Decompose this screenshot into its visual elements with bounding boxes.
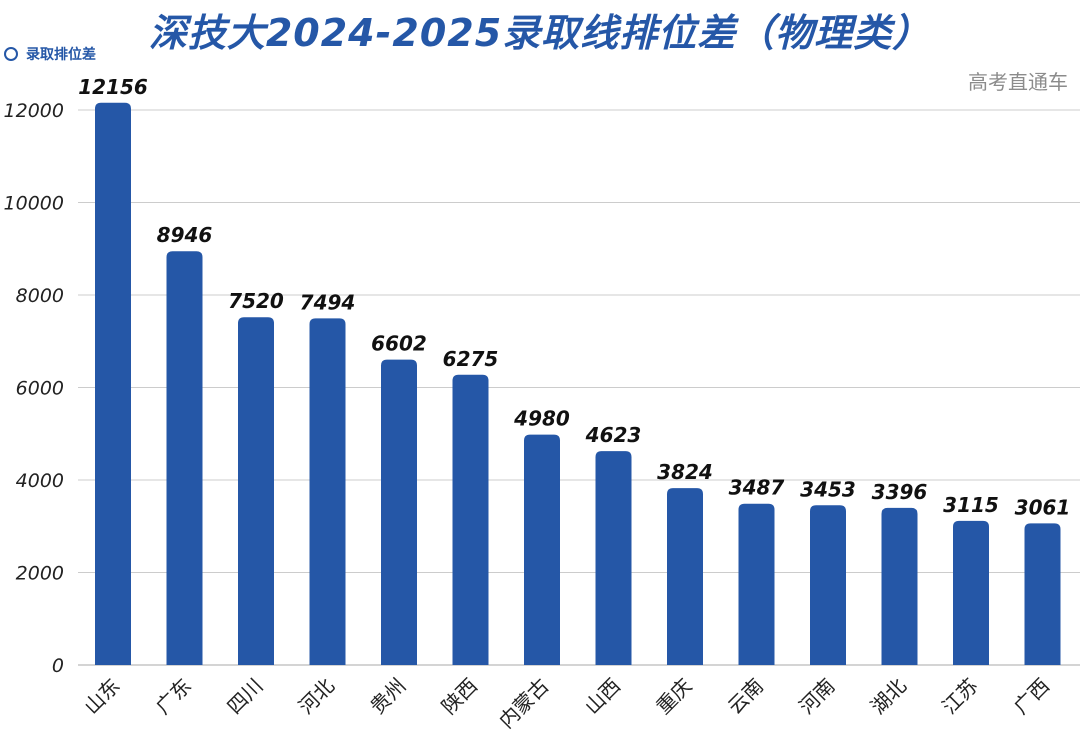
data-label: 3487 — [729, 476, 785, 500]
legend-marker-icon — [4, 47, 18, 61]
x-tick-label: 内蒙古 — [494, 674, 553, 732]
bar — [381, 359, 417, 665]
y-tick-label: 0 — [52, 655, 64, 677]
x-tick-label: 河北 — [294, 674, 339, 719]
bar — [667, 488, 703, 665]
data-label: 3824 — [657, 460, 713, 484]
data-label: 3396 — [872, 480, 928, 504]
legend: 录取排位差 — [4, 44, 96, 64]
y-tick-label: 6000 — [16, 378, 64, 400]
y-tick-label: 12000 — [4, 100, 64, 122]
x-tick-label: 山东 — [79, 674, 124, 719]
data-label: 3115 — [943, 493, 999, 517]
x-tick-label: 重庆 — [651, 674, 696, 719]
watermark: 高考直通车 — [968, 70, 1068, 94]
bar — [452, 374, 489, 665]
y-tick-label: 4000 — [16, 470, 64, 492]
bar — [238, 317, 274, 665]
data-label: 4623 — [585, 423, 642, 447]
y-tick-label: 8000 — [16, 285, 64, 307]
chart-title: 深技大2024-2025录取线排位差（物理类） — [148, 11, 932, 55]
x-tick-label: 云南 — [723, 674, 768, 719]
data-label: 6275 — [443, 347, 499, 371]
data-label: 12156 — [78, 75, 148, 99]
data-label: 8946 — [157, 223, 213, 247]
data-label: 3453 — [800, 477, 856, 501]
y-tick-label: 10000 — [4, 193, 64, 215]
bar — [309, 318, 346, 665]
bar — [1024, 523, 1061, 665]
x-tick-label: 四川 — [222, 674, 267, 719]
y-tick-label: 2000 — [16, 563, 64, 585]
data-label: 7494 — [300, 290, 356, 314]
bar — [810, 505, 846, 665]
x-tick-label: 广西 — [1009, 674, 1054, 719]
data-label: 3061 — [1015, 495, 1071, 519]
x-tick-label: 山西 — [580, 674, 625, 719]
data-label: 6602 — [371, 332, 427, 356]
x-tick-label: 陕西 — [437, 674, 482, 719]
x-tick-label: 贵州 — [365, 674, 410, 719]
legend-label: 录取排位差 — [26, 47, 96, 63]
x-tick-label: 广东 — [151, 674, 196, 719]
bar — [881, 507, 918, 665]
bar — [953, 520, 989, 665]
bar — [738, 503, 775, 665]
bar — [166, 251, 203, 665]
data-label: 7520 — [228, 289, 284, 313]
bar — [95, 102, 131, 665]
x-tick-label: 湖北 — [866, 674, 911, 719]
x-tick-label: 江苏 — [937, 674, 982, 719]
data-label: 4980 — [513, 407, 570, 431]
x-tick-label: 河南 — [794, 674, 839, 719]
bar — [524, 434, 560, 665]
bar — [595, 451, 632, 665]
